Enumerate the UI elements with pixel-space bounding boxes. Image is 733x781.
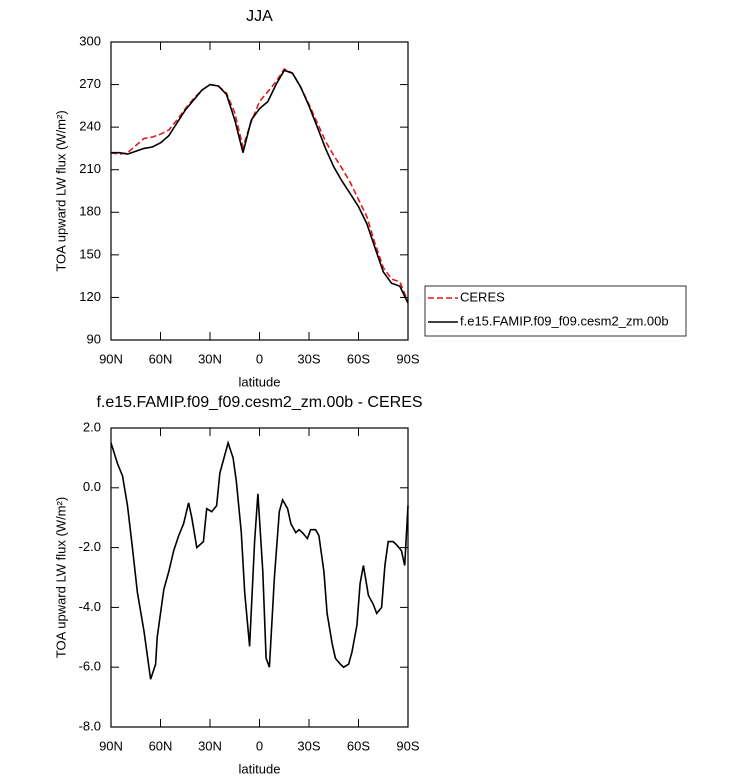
data-line: [110, 440, 409, 680]
x-tick-label: 90N: [99, 351, 123, 366]
legend-label: f.e15.FAMIP.f09_f09.cesm2_zm.00b: [460, 313, 669, 328]
legend-label: CERES: [460, 289, 505, 304]
legend-box: [424, 285, 687, 337]
y-tick-label: 270: [79, 76, 101, 91]
y-tick-label: 180: [79, 204, 101, 219]
x-tick-label: 0: [256, 738, 263, 753]
x-tick-label: 60N: [149, 351, 173, 366]
x-axis-label: latitude: [239, 761, 281, 776]
y-tick-label: -4.0: [79, 599, 101, 614]
data-line: [111, 69, 409, 304]
y-tick-label: -8.0: [79, 718, 101, 733]
y-tick-label: 2.0: [83, 419, 101, 434]
x-tick-label: 30S: [297, 738, 320, 753]
y-tick-label: 240: [79, 119, 101, 134]
x-tick-label: 90S: [396, 351, 419, 366]
data-line: [110, 67, 409, 303]
y-tick-label: 150: [79, 246, 101, 261]
x-tick-label: 60S: [347, 351, 370, 366]
x-tick-label: 60S: [347, 738, 370, 753]
x-axis-label: latitude: [239, 374, 281, 389]
y-axis-label: TOA upward LW flux (W/m²): [53, 110, 68, 271]
y-tick-label: 300: [79, 33, 101, 48]
y-axis-label: TOA upward LW flux (W/m²): [53, 497, 68, 658]
chart-title: f.e15.FAMIP.f09_f09.cesm2_zm.00b - CERES: [96, 394, 422, 411]
y-tick-label: -6.0: [79, 659, 101, 674]
x-tick-label: 60N: [149, 738, 173, 753]
x-tick-label: 30S: [297, 351, 320, 366]
x-tick-label: 90S: [396, 738, 419, 753]
y-tick-label: -2.0: [79, 539, 101, 554]
x-tick-label: 30N: [198, 351, 222, 366]
x-tick-label: 90N: [99, 738, 123, 753]
x-tick-label: 30N: [198, 738, 222, 753]
x-tick-label: 0: [256, 351, 263, 366]
plot-frame: [110, 41, 409, 341]
y-tick-label: 0.0: [83, 479, 101, 494]
y-tick-label: 90: [87, 331, 101, 346]
chart-title: JJA: [246, 8, 273, 25]
y-tick-label: 120: [79, 289, 101, 304]
y-tick-label: 210: [79, 161, 101, 176]
plot-frame: [110, 427, 409, 728]
